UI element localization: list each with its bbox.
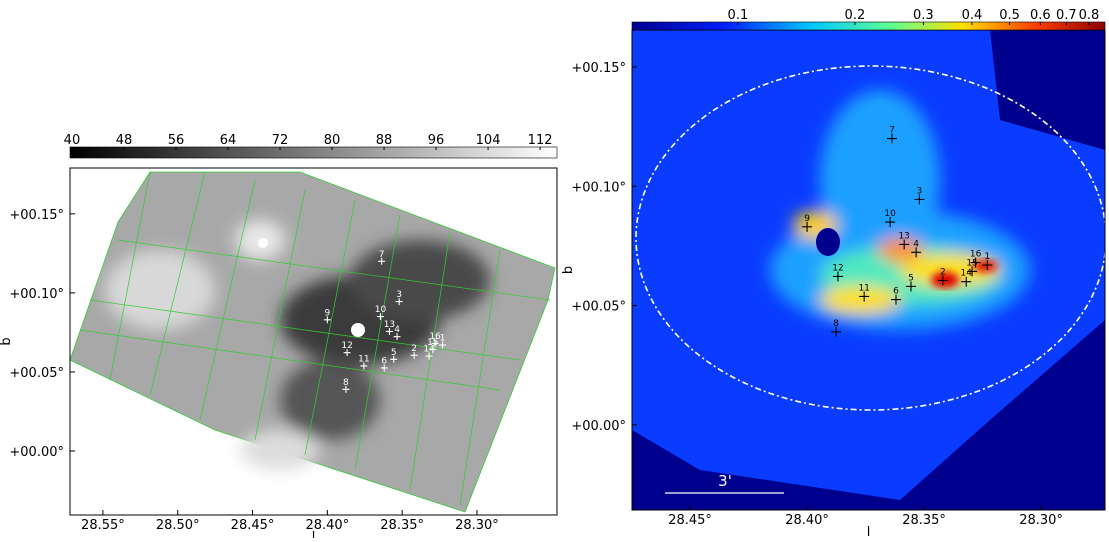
y-axis-label: b xyxy=(561,266,576,274)
y-tick-label: +00.05° xyxy=(9,366,64,381)
source-label: 4 xyxy=(913,239,919,249)
source-label: 16 xyxy=(970,250,982,260)
x-axis-label: l xyxy=(312,530,316,538)
colorbar-tick-label: 0.6 xyxy=(1030,8,1051,23)
x-tick-label: 28.30° xyxy=(455,518,499,533)
source-label: 16 xyxy=(429,332,441,342)
colorbar-tick-label: 0.1 xyxy=(728,8,749,23)
scale-bar-label: 3' xyxy=(718,472,732,490)
y-tick-label: +00.05° xyxy=(571,300,626,315)
source-label: 1 xyxy=(984,252,990,262)
colorbar-tick-label: 0.3 xyxy=(913,8,934,23)
left-image xyxy=(70,168,557,515)
colorbar-tick-label: 0.5 xyxy=(999,8,1020,23)
source-label: 8 xyxy=(343,378,349,388)
colorbar-tick-label: 0.2 xyxy=(845,8,866,23)
source-label: 7 xyxy=(889,126,895,136)
source-label: 5 xyxy=(391,348,397,358)
source-label: 10 xyxy=(375,305,387,315)
figure: 3' 28.55° 28.50° 28.45° 28.40° 28.35° 28.30° +… xyxy=(0,0,1109,538)
source-label: 9 xyxy=(804,214,810,224)
y-axis-label: b xyxy=(0,337,14,345)
colorbar-tick-label: 72 xyxy=(272,133,289,148)
colorbar-tick-label: 56 xyxy=(168,133,185,148)
colorbar-tick-label: 112 xyxy=(528,133,553,148)
source-label: 14 xyxy=(960,269,972,279)
right-image xyxy=(632,30,1106,510)
source-label: 6 xyxy=(381,356,387,366)
x-tick-label: 28.45° xyxy=(668,513,712,528)
source-label: 3 xyxy=(917,186,923,196)
colorbar-tick-label: 48 xyxy=(116,133,133,148)
x-tick-label: 28.30° xyxy=(1019,513,1063,528)
colorbar-tick-label: 0.8 xyxy=(1079,8,1100,23)
source-label: 5 xyxy=(908,273,914,283)
source-label: 10 xyxy=(884,209,896,219)
colorbar-tick-label: 88 xyxy=(376,133,393,148)
source-label: 11 xyxy=(358,354,369,364)
colorbar-tick-label: 40 xyxy=(64,133,81,148)
source-label: 11 xyxy=(858,283,869,293)
y-tick-label: +00.15° xyxy=(571,61,626,76)
colorbar-tick-label: 104 xyxy=(476,133,501,148)
source-label: 13 xyxy=(898,231,909,241)
source-label: 2 xyxy=(411,344,417,354)
colorbar-tick-label: 80 xyxy=(324,133,341,148)
x-axis-label: l xyxy=(867,525,871,538)
source-label: 2 xyxy=(940,267,946,277)
source-label: 8 xyxy=(833,319,839,329)
colorbar-tick-label: 0.4 xyxy=(962,8,983,23)
x-tick-label: 28.35° xyxy=(380,518,424,533)
source-label: 6 xyxy=(893,287,899,297)
source-label: 12 xyxy=(341,341,352,351)
colorbar xyxy=(632,22,1105,30)
y-tick-label: +00.00° xyxy=(9,445,64,460)
source-label: 7 xyxy=(379,250,385,260)
colorbar xyxy=(70,147,557,158)
source-label: 3 xyxy=(396,290,402,300)
colorbar-tick-label: 64 xyxy=(220,133,237,148)
source-label: 9 xyxy=(324,308,330,318)
y-tick-label: +00.00° xyxy=(571,419,626,434)
y-tick-label: +00.10° xyxy=(571,180,626,195)
x-tick-label: 28.35° xyxy=(902,513,946,528)
x-tick-label: 28.55° xyxy=(81,518,125,533)
y-tick-label: +00.15° xyxy=(9,208,64,223)
x-tick-label: 28.45° xyxy=(231,518,275,533)
colorbar-tick-label: 96 xyxy=(428,133,445,148)
source-label: 12 xyxy=(832,263,843,273)
source-label: 13 xyxy=(384,320,395,330)
y-tick-label: +00.10° xyxy=(9,287,64,302)
x-tick-label: 28.50° xyxy=(156,518,200,533)
colorbar-tick-label: 0.7 xyxy=(1056,8,1077,23)
x-tick-label: 28.40° xyxy=(785,513,829,528)
